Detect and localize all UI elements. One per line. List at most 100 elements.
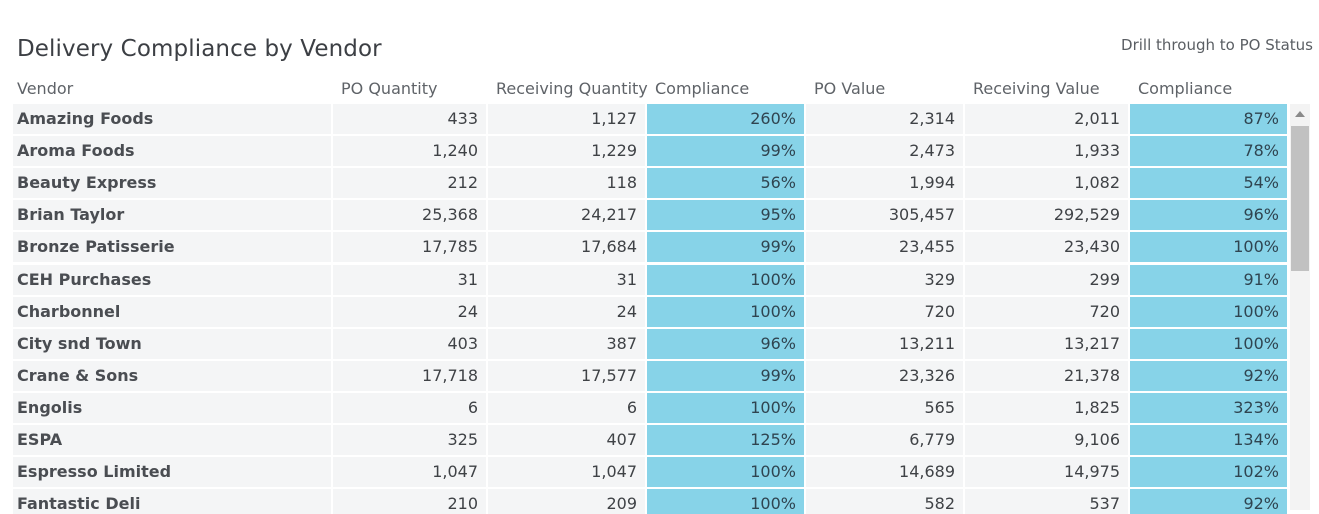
qty-compliance-cell: 99% — [647, 136, 804, 166]
value-compliance-cell: 92% — [1130, 489, 1287, 514]
receiving-quantity-cell: 24 — [488, 297, 645, 327]
value-compliance-cell: 78% — [1130, 136, 1287, 166]
table-row[interactable]: Amazing Foods 433 1,127 260% 2,314 2,011 87% — [13, 104, 1288, 136]
receiving-value-cell: 1,082 — [965, 168, 1128, 198]
vertical-scrollbar[interactable] — [1290, 104, 1310, 510]
value-compliance-cell: 100% — [1130, 232, 1287, 262]
vendor-cell: City snd Town — [13, 329, 331, 359]
vendor-cell: Engolis — [13, 393, 331, 423]
table-row[interactable]: Crane & Sons 17,718 17,577 99% 23,326 21,378 9… — [13, 361, 1288, 393]
vendor-cell: CEH Purchases — [13, 265, 331, 295]
receiving-quantity-cell: 387 — [488, 329, 645, 359]
qty-compliance-cell: 100% — [647, 297, 804, 327]
qty-compliance-cell: 96% — [647, 329, 804, 359]
receiving-value-cell: 13,217 — [965, 329, 1128, 359]
po-quantity-cell: 31 — [333, 265, 486, 295]
table-row[interactable]: CEH Purchases 31 31 100% 329 299 91% — [13, 265, 1288, 297]
receiving-quantity-cell: 17,577 — [488, 361, 645, 391]
po-value-cell: 23,455 — [806, 232, 963, 262]
table-row[interactable]: City snd Town 403 387 96% 13,211 13,217 100% — [13, 329, 1288, 361]
po-value-cell: 14,689 — [806, 457, 963, 487]
header-vendor[interactable]: Vendor — [17, 79, 74, 98]
receiving-value-cell: 9,106 — [965, 425, 1128, 455]
vendor-cell: Aroma Foods — [13, 136, 331, 166]
table-body: Amazing Foods 433 1,127 260% 2,314 2,011 87% Ar… — [13, 104, 1288, 514]
receiving-quantity-cell: 1,229 — [488, 136, 645, 166]
receiving-quantity-cell: 31 — [488, 265, 645, 295]
receiving-value-cell: 2,011 — [965, 104, 1128, 134]
value-compliance-cell: 92% — [1130, 361, 1287, 391]
value-compliance-cell: 87% — [1130, 104, 1287, 134]
table-row[interactable]: Engolis 6 6 100% 565 1,825 323% — [13, 393, 1288, 425]
po-quantity-cell: 433 — [333, 104, 486, 134]
po-quantity-cell: 17,718 — [333, 361, 486, 391]
value-compliance-cell: 102% — [1130, 457, 1287, 487]
vendor-cell: Crane & Sons — [13, 361, 331, 391]
header-value-compliance[interactable]: Compliance — [1138, 79, 1233, 98]
value-compliance-cell: 100% — [1130, 329, 1287, 359]
table-row[interactable]: Espresso Limited 1,047 1,047 100% 14,689 14,9… — [13, 457, 1288, 489]
qty-compliance-cell: 56% — [647, 168, 804, 198]
vendor-cell: Brian Taylor — [13, 200, 331, 230]
po-quantity-cell: 403 — [333, 329, 486, 359]
header-qty-compliance[interactable]: Compliance — [655, 79, 750, 98]
drill-through-link[interactable]: Drill through to PO Status — [1121, 36, 1313, 54]
table-row[interactable]: Fantastic Deli 210 209 100% 582 537 92% — [13, 489, 1288, 514]
receiving-value-cell: 720 — [965, 297, 1128, 327]
po-value-cell: 1,994 — [806, 168, 963, 198]
receiving-value-cell: 23,430 — [965, 232, 1128, 262]
po-value-cell: 720 — [806, 297, 963, 327]
po-value-cell: 23,326 — [806, 361, 963, 391]
value-compliance-cell: 134% — [1130, 425, 1287, 455]
table-row[interactable]: Bronze Patisserie 17,785 17,684 99% 23,455 23… — [13, 232, 1288, 264]
header-po-value[interactable]: PO Value — [814, 79, 886, 98]
scroll-up-arrow-icon[interactable] — [1295, 111, 1305, 117]
po-value-cell: 2,314 — [806, 104, 963, 134]
receiving-quantity-cell: 6 — [488, 393, 645, 423]
value-compliance-cell: 323% — [1130, 393, 1287, 423]
po-quantity-cell: 1,047 — [333, 457, 486, 487]
value-compliance-cell: 96% — [1130, 200, 1287, 230]
table-row[interactable]: Charbonnel 24 24 100% 720 720 100% — [13, 297, 1288, 329]
value-compliance-cell: 54% — [1130, 168, 1287, 198]
receiving-value-cell: 299 — [965, 265, 1128, 295]
receiving-quantity-cell: 24,217 — [488, 200, 645, 230]
receiving-value-cell: 292,529 — [965, 200, 1128, 230]
vendor-cell: Bronze Patisserie — [13, 232, 331, 262]
receiving-value-cell: 1,933 — [965, 136, 1128, 166]
table-row[interactable]: Brian Taylor 25,368 24,217 95% 305,457 292,52… — [13, 200, 1288, 232]
po-value-cell: 565 — [806, 393, 963, 423]
po-quantity-cell: 6 — [333, 393, 486, 423]
receiving-quantity-cell: 1,047 — [488, 457, 645, 487]
vendor-cell: Charbonnel — [13, 297, 331, 327]
receiving-value-cell: 1,825 — [965, 393, 1128, 423]
po-quantity-cell: 25,368 — [333, 200, 486, 230]
vendor-cell: Espresso Limited — [13, 457, 331, 487]
vendor-cell: Fantastic Deli — [13, 489, 331, 514]
qty-compliance-cell: 100% — [647, 265, 804, 295]
receiving-quantity-cell: 209 — [488, 489, 645, 514]
header-receiving-quantity[interactable]: Receiving Quantity — [496, 79, 648, 98]
receiving-quantity-cell: 1,127 — [488, 104, 645, 134]
receiving-value-cell: 14,975 — [965, 457, 1128, 487]
receiving-quantity-cell: 118 — [488, 168, 645, 198]
vendor-cell: ESPA — [13, 425, 331, 455]
header-po-quantity[interactable]: PO Quantity — [341, 79, 438, 98]
po-quantity-cell: 17,785 — [333, 232, 486, 262]
po-value-cell: 305,457 — [806, 200, 963, 230]
scrollbar-thumb[interactable] — [1291, 126, 1309, 271]
value-compliance-cell: 91% — [1130, 265, 1287, 295]
po-quantity-cell: 212 — [333, 168, 486, 198]
table-row[interactable]: Beauty Express 212 118 56% 1,994 1,082 54% — [13, 168, 1288, 200]
po-value-cell: 329 — [806, 265, 963, 295]
table-row[interactable]: Aroma Foods 1,240 1,229 99% 2,473 1,933 78% — [13, 136, 1288, 168]
po-value-cell: 2,473 — [806, 136, 963, 166]
po-value-cell: 582 — [806, 489, 963, 514]
receiving-quantity-cell: 407 — [488, 425, 645, 455]
table-row[interactable]: ESPA 325 407 125% 6,779 9,106 134% — [13, 425, 1288, 457]
receiving-value-cell: 537 — [965, 489, 1128, 514]
header-receiving-value[interactable]: Receiving Value — [973, 79, 1100, 98]
po-quantity-cell: 210 — [333, 489, 486, 514]
vendor-cell: Beauty Express — [13, 168, 331, 198]
qty-compliance-cell: 99% — [647, 361, 804, 391]
